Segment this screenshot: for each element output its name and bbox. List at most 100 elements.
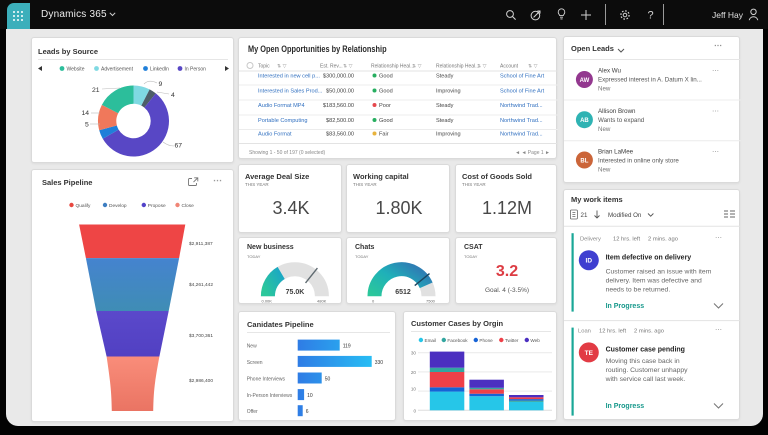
svg-text:needs to be returned.: needs to be returned. <box>606 287 671 294</box>
svg-text:New: New <box>598 167 611 174</box>
svg-text:Steady: Steady <box>436 118 454 124</box>
svg-text:LinkedIn: LinkedIn <box>150 67 169 73</box>
svg-text:Poor: Poor <box>379 103 391 109</box>
svg-text:Relationship Heal...: Relationship Heal... <box>436 64 479 70</box>
svg-text:⋯: ⋯ <box>715 327 723 334</box>
svg-text:⋯: ⋯ <box>715 235 723 242</box>
svg-text:Delivery: Delivery <box>580 237 601 243</box>
svg-text:Improving: Improving <box>436 132 461 138</box>
svg-text:Relationship Heal...: Relationship Heal... <box>371 64 414 70</box>
svg-text:Qualify: Qualify <box>76 203 92 209</box>
svg-text:Close: Close <box>182 203 195 209</box>
svg-text:Propose: Propose <box>148 203 166 209</box>
svg-text:In Person: In Person <box>185 67 207 73</box>
svg-text:480K: 480K <box>317 299 327 304</box>
svg-text:0.00K: 0.00K <box>262 299 273 304</box>
svg-text:Facebook: Facebook <box>447 338 468 343</box>
svg-text:In Progress: In Progress <box>606 303 645 310</box>
svg-text:Interested in Sales Prod...: Interested in Sales Prod... <box>258 89 323 95</box>
svg-text:$183,560.00: $183,560.00 <box>323 103 354 109</box>
svg-text:⇅ ▽: ⇅ ▽ <box>277 64 287 70</box>
svg-text:Improving: Improving <box>436 89 461 95</box>
svg-text:New: New <box>247 344 257 350</box>
svg-text:$82,500.00: $82,500.00 <box>326 118 354 124</box>
svg-text:4: 4 <box>171 92 175 99</box>
svg-text:⇅ ▽: ⇅ ▽ <box>528 64 538 70</box>
svg-text:6512: 6512 <box>395 289 411 296</box>
svg-text:⇅ ▽: ⇅ ▽ <box>477 64 487 70</box>
svg-text:Email: Email <box>425 338 437 343</box>
svg-text:$2,986,400: $2,986,400 <box>189 378 213 384</box>
svg-text:Web: Web <box>530 338 540 343</box>
svg-text:$4,261,442: $4,261,442 <box>189 282 213 288</box>
svg-text:Topic: Topic <box>258 64 270 70</box>
svg-text:330: 330 <box>375 360 384 366</box>
svg-text:Fair: Fair <box>379 132 389 138</box>
svg-text:$3,700,361: $3,700,361 <box>189 333 213 339</box>
svg-text:⋯: ⋯ <box>712 149 720 156</box>
svg-text:Loan: Loan <box>578 328 591 334</box>
svg-text:Good: Good <box>379 118 393 124</box>
svg-text:$2,911,387: $2,911,387 <box>189 241 213 247</box>
svg-text:School of Fine Art: School of Fine Art <box>500 89 545 95</box>
svg-text:TE: TE <box>585 350 594 357</box>
svg-text:?: ? <box>647 10 653 22</box>
svg-text:50: 50 <box>325 376 331 382</box>
svg-text:Customer case pending: Customer case pending <box>606 347 685 354</box>
svg-text:In-Person Interviews: In-Person Interviews <box>247 393 293 399</box>
svg-text:Good: Good <box>379 74 393 80</box>
svg-text:Est. Rev...: Est. Rev... <box>320 64 343 70</box>
svg-text:Phone: Phone <box>479 338 493 343</box>
svg-text:routing. Customer unhappy: routing. Customer unhappy <box>606 367 689 374</box>
svg-text:delivery. Item was defective a: delivery. Item was defective and <box>606 278 702 285</box>
svg-text:12 hrs. left: 12 hrs. left <box>613 237 640 243</box>
svg-text:School of Fine Art: School of Fine Art <box>500 74 545 80</box>
svg-text:⇅ ▽: ⇅ ▽ <box>412 64 422 70</box>
svg-text:AW: AW <box>580 78 590 84</box>
svg-text:14: 14 <box>82 110 90 117</box>
svg-text:Northwind Trad...: Northwind Trad... <box>500 132 543 138</box>
svg-text:with service call last week.: with service call last week. <box>605 376 686 383</box>
svg-text:Phone Interviews: Phone Interviews <box>247 376 286 382</box>
svg-text:New: New <box>598 86 611 93</box>
svg-text:◄ ◄ Page 1 ►: ◄ ◄ Page 1 ► <box>515 150 550 156</box>
svg-text:Screen: Screen <box>247 360 263 366</box>
svg-text:Item defective on delivery: Item defective on delivery <box>606 255 692 262</box>
svg-text:New: New <box>598 126 611 133</box>
svg-text:AB: AB <box>580 118 589 124</box>
svg-text:2 mins. ago: 2 mins. ago <box>634 328 664 334</box>
svg-text:$83,560.00: $83,560.00 <box>326 132 354 138</box>
svg-text:Website: Website <box>67 67 85 73</box>
svg-text:Interested in new cell p...: Interested in new cell p... <box>258 74 320 80</box>
svg-text:Northwind Trad...: Northwind Trad... <box>500 103 543 109</box>
svg-text:7500: 7500 <box>426 299 436 304</box>
svg-text:Wants to expand: Wants to expand <box>598 117 645 124</box>
svg-text:Alex Wu: Alex Wu <box>598 68 621 75</box>
svg-text:20: 20 <box>411 370 417 375</box>
svg-text:5: 5 <box>85 122 89 129</box>
svg-text:Offer: Offer <box>247 409 258 415</box>
svg-text:Modified On: Modified On <box>608 212 642 219</box>
svg-text:$50,000.00: $50,000.00 <box>326 89 354 95</box>
svg-text:Allison Brown: Allison Brown <box>598 108 636 115</box>
svg-text:Develop: Develop <box>109 203 127 209</box>
svg-text:2 mins. ago: 2 mins. ago <box>648 237 678 243</box>
svg-text:Advertisement: Advertisement <box>101 67 134 73</box>
svg-text:⋯: ⋯ <box>712 109 720 116</box>
svg-text:Customer raised an issue with: Customer raised an issue with item <box>606 269 712 276</box>
svg-text:0: 0 <box>372 299 375 304</box>
svg-text:21: 21 <box>581 212 588 219</box>
svg-text:Good: Good <box>379 89 393 95</box>
svg-text:Audio Format MP4: Audio Format MP4 <box>258 103 305 109</box>
svg-text:12 hrs. left: 12 hrs. left <box>599 328 626 334</box>
svg-text:BL: BL <box>580 158 588 164</box>
svg-text:Twitter: Twitter <box>505 338 519 343</box>
svg-text:ID: ID <box>586 258 593 265</box>
svg-text:6: 6 <box>306 409 309 415</box>
svg-text:Audio Format: Audio Format <box>258 132 292 138</box>
svg-text:Showing 1 - 50 of 197 (0 selec: Showing 1 - 50 of 197 (0 selected) <box>249 150 325 156</box>
svg-text:Portable Computing: Portable Computing <box>258 118 307 124</box>
svg-text:10: 10 <box>307 393 313 399</box>
svg-text:In Progress: In Progress <box>606 403 645 410</box>
svg-text:21: 21 <box>92 87 100 94</box>
